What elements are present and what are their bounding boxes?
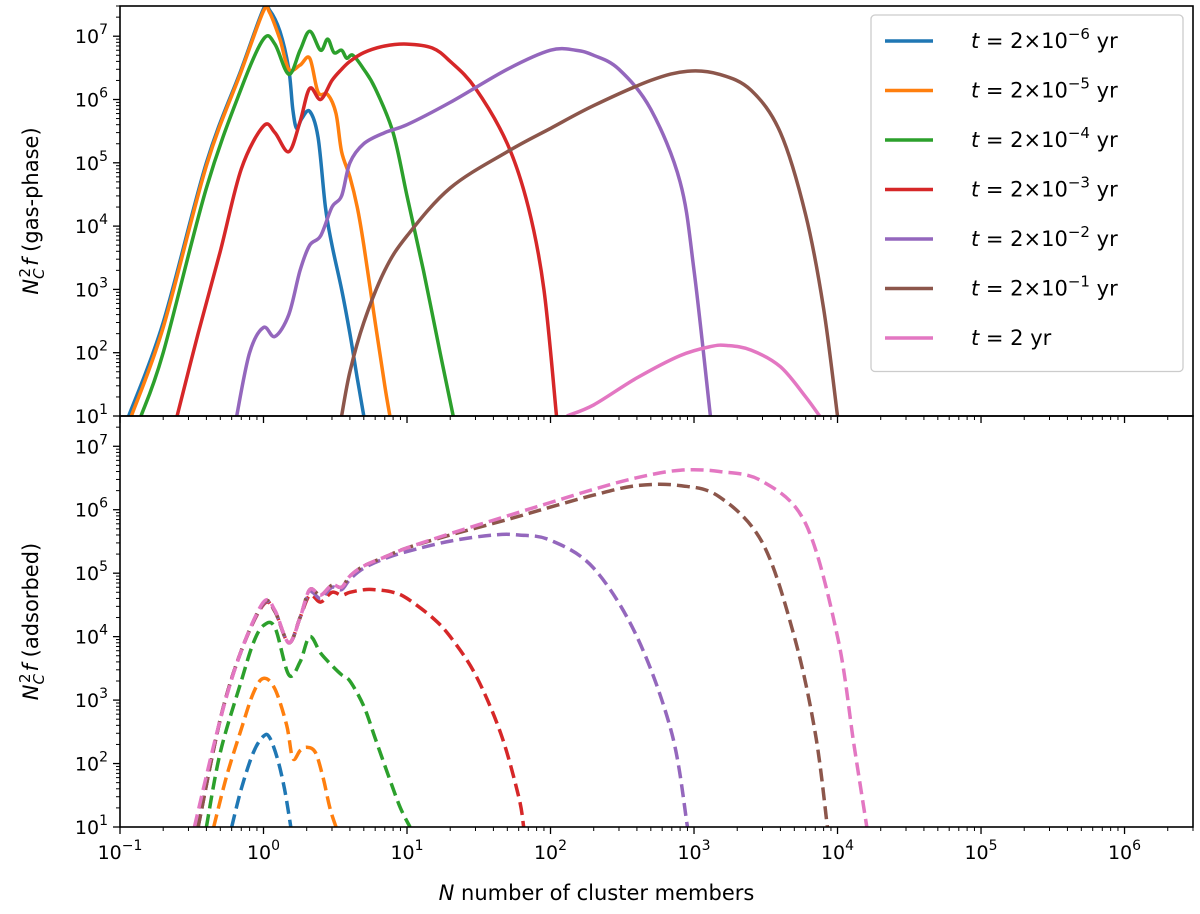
series-line-gas-6 xyxy=(566,343,822,416)
y-tick-label: 107 xyxy=(75,432,108,458)
y-tick-label: 103 xyxy=(75,686,108,712)
series-line-gas-2 xyxy=(139,29,455,416)
y-tick-label: 103 xyxy=(75,275,108,301)
x-tick-label: 106 xyxy=(1108,838,1141,864)
series-line-adsorbed-2 xyxy=(204,620,412,827)
legend-label: t = 2×10−2 yr xyxy=(971,223,1118,251)
y-tick-label: 106 xyxy=(75,496,108,522)
axes-frame xyxy=(119,415,1194,828)
y-tick-label: 105 xyxy=(75,149,108,175)
y-tick-label: 106 xyxy=(75,86,108,112)
legend-label: t = 2×10−4 yr xyxy=(971,124,1118,152)
y-tick-label: 104 xyxy=(75,623,108,649)
series-line-adsorbed-0 xyxy=(230,732,293,827)
y-tick-label: 107 xyxy=(75,22,108,48)
series-line-gas-3 xyxy=(175,42,559,416)
x-tick-label: 104 xyxy=(821,838,854,864)
y-tick-label: 102 xyxy=(75,339,108,365)
series-line-gas-1 xyxy=(129,6,392,416)
series-line-gas-4 xyxy=(234,46,713,416)
y-axis-label: NC2f (adsorbed) xyxy=(16,543,48,700)
y-axis-label: NC2f (gas-phase) xyxy=(16,127,48,294)
x-axis-label: N number of cluster members xyxy=(439,881,755,905)
y-tick-label: 102 xyxy=(75,750,108,776)
legend-label: t = 2 yr xyxy=(971,326,1052,350)
y-tick-label: 101 xyxy=(75,402,108,428)
legend-label: t = 2×10−3 yr xyxy=(971,174,1118,202)
x-tick-label: 102 xyxy=(534,838,567,864)
series-line-adsorbed-4 xyxy=(196,532,690,827)
x-tick-label: 103 xyxy=(677,838,710,864)
x-tick-label: 101 xyxy=(390,838,423,864)
x-tick-label: 105 xyxy=(964,838,997,864)
series-line-adsorbed-1 xyxy=(212,676,338,827)
legend: t = 2×10−6 yr t = 2×10−5 yr t = 2×10−4 yr t… xyxy=(870,14,1184,373)
legend-label: t = 2×10−1 yr xyxy=(971,273,1118,301)
legend-box xyxy=(870,14,1184,373)
y-tick-label: 104 xyxy=(75,212,108,238)
bottom-panel: 101 102 103 104 105 106 107 10−1 100 101 102 103 104… xyxy=(16,415,1194,905)
legend-label: t = 2×10−5 yr xyxy=(971,75,1118,103)
series-line-adsorbed-6 xyxy=(192,467,869,827)
series-line-gas-5 xyxy=(339,69,840,416)
legend-label: t = 2×10−6 yr xyxy=(971,25,1118,53)
x-tick-label: 10−1 xyxy=(98,838,143,864)
top-panel: 101 102 103 104 105 106 107 NC2f (gas-phase) xyxy=(16,5,1194,428)
y-tick-label: 105 xyxy=(75,559,108,585)
y-tick-label: 101 xyxy=(75,813,108,839)
x-tick-label: 100 xyxy=(247,838,280,864)
